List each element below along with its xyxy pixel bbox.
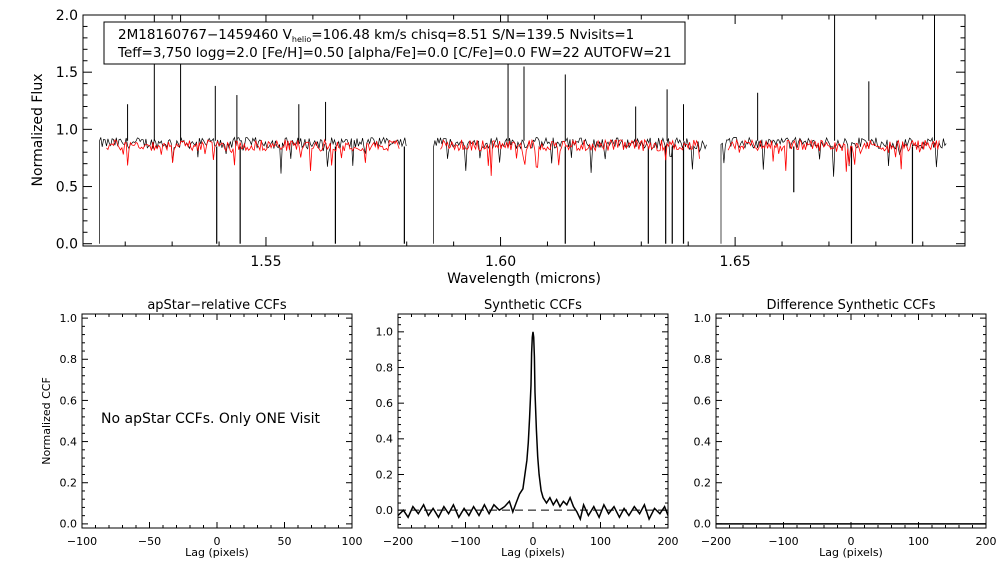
synthetic-title: Synthetic CCFs bbox=[484, 298, 582, 313]
synthetic-ccf-panel: −200 −100 0 100 200 0.0 0.2 0.4 0.6 0.8 1.0 Synthe… bbox=[376, 298, 679, 559]
spectrum-xlabel: Wavelength (microns) bbox=[447, 271, 601, 287]
x-tick-label: 0 bbox=[848, 535, 855, 548]
x-tick-label: 1.55 bbox=[250, 254, 281, 270]
y-tick-label: 0.4 bbox=[694, 435, 712, 448]
x-tick-label: −200 bbox=[383, 535, 413, 548]
y-tick-label: 0.0 bbox=[60, 518, 78, 531]
y-tick-label: 1.0 bbox=[376, 326, 394, 339]
apstar-title: apStar−relative CCFs bbox=[147, 298, 287, 313]
x-tick-label: 100 bbox=[908, 535, 929, 548]
x-tick-label: −100 bbox=[768, 535, 798, 548]
spectrum-data bbox=[99, 15, 947, 244]
apstar-ccf-panel: −100 −50 0 50 100 0.0 0.2 0.4 0.6 0.8 1.0 apStar−r… bbox=[40, 298, 363, 559]
y-tick-label: 0.6 bbox=[60, 394, 78, 407]
y-tick-label: 0.8 bbox=[60, 353, 78, 366]
x-tick-label: −50 bbox=[138, 535, 161, 548]
apstar-xlabel: Lag (pixels) bbox=[185, 546, 249, 559]
y-tick-label: 2.0 bbox=[56, 8, 78, 24]
difference-axes-frame bbox=[715, 313, 987, 529]
x-tick-label: 1.60 bbox=[485, 254, 516, 270]
spectrum-panel: 1.55 1.60 1.65 0.0 0.5 1.0 1.5 2.0 2M18160767−1… bbox=[30, 8, 966, 287]
y-tick-label: 0.4 bbox=[60, 435, 78, 448]
y-tick-label: 0.8 bbox=[376, 361, 394, 374]
y-tick-label: 1.0 bbox=[60, 312, 78, 325]
y-tick-label: 0.4 bbox=[376, 433, 394, 446]
y-tick-label: 0.2 bbox=[60, 477, 78, 490]
x-tick-label: 100 bbox=[342, 535, 363, 548]
y-tick-label: 0.0 bbox=[694, 518, 712, 531]
spectrum-info-box: 2M18160767−1459460 Vhelio=106.48 km/s ch… bbox=[103, 21, 686, 65]
synthetic-xlabel: Lag (pixels) bbox=[501, 546, 565, 559]
difference-title: Difference Synthetic CCFs bbox=[766, 298, 935, 313]
synthetic-ticks: −200 −100 0 100 200 0.0 0.2 0.4 0.6 0.8 1.0 bbox=[376, 314, 679, 548]
apstar-ylabel: Normalized CCF bbox=[40, 377, 53, 465]
x-tick-label: 200 bbox=[976, 535, 997, 548]
y-tick-label: 0.2 bbox=[376, 468, 394, 481]
synthetic-ccf-data bbox=[397, 331, 669, 522]
x-tick-label: −100 bbox=[67, 535, 97, 548]
x-tick-label: 200 bbox=[658, 535, 679, 548]
x-tick-label: 0 bbox=[530, 535, 537, 548]
y-tick-label: 0.2 bbox=[694, 477, 712, 490]
x-tick-label: 100 bbox=[590, 535, 611, 548]
y-tick-label: 1.0 bbox=[56, 122, 78, 138]
y-tick-label: 0.6 bbox=[376, 397, 394, 410]
spectrum-ylabel: Normalized Flux bbox=[30, 74, 46, 187]
model-spectrum-line bbox=[106, 138, 940, 176]
difference-ticks: −200 −100 0 100 200 0.0 0.2 0.4 0.6 0.8 1.0 bbox=[694, 312, 997, 548]
difference-ccf-panel: −200 −100 0 100 200 0.0 0.2 0.4 0.6 0.8 1.0 Differ… bbox=[694, 298, 997, 559]
x-tick-label: 1.65 bbox=[720, 254, 751, 270]
x-tick-label: 50 bbox=[278, 535, 292, 548]
y-tick-label: 0.5 bbox=[56, 179, 78, 195]
info-box-frame bbox=[103, 21, 686, 65]
y-tick-label: 0.0 bbox=[376, 504, 394, 517]
difference-xlabel: Lag (pixels) bbox=[819, 546, 883, 559]
x-tick-label: −100 bbox=[450, 535, 480, 548]
synthetic-axes-frame bbox=[397, 313, 669, 529]
y-tick-label: 0.0 bbox=[56, 237, 78, 253]
y-tick-label: 1.5 bbox=[56, 65, 78, 81]
info-box-line2: Teff=3,750 logg=2.0 [Fe/H]=0.50 [alpha/F… bbox=[117, 45, 672, 61]
x-tick-label: −200 bbox=[701, 535, 731, 548]
ccf-series-line bbox=[397, 331, 669, 522]
apstar-annotation: No apStar CCFs. Only ONE Visit bbox=[101, 411, 321, 427]
y-tick-label: 0.8 bbox=[694, 353, 712, 366]
y-tick-label: 0.6 bbox=[694, 394, 712, 407]
apstar-ticks: −100 −50 0 50 100 0.0 0.2 0.4 0.6 0.8 1.0 bbox=[60, 312, 363, 548]
spectrum-axes-frame bbox=[82, 14, 966, 247]
spectrum-ticks: 1.55 1.60 1.65 0.0 0.5 1.0 1.5 2.0 bbox=[56, 8, 965, 270]
x-tick-label: 0 bbox=[214, 535, 221, 548]
y-tick-label: 1.0 bbox=[694, 312, 712, 325]
info-box-line1: 2M18160767−1459460 Vhelio=106.48 km/s ch… bbox=[118, 27, 634, 44]
